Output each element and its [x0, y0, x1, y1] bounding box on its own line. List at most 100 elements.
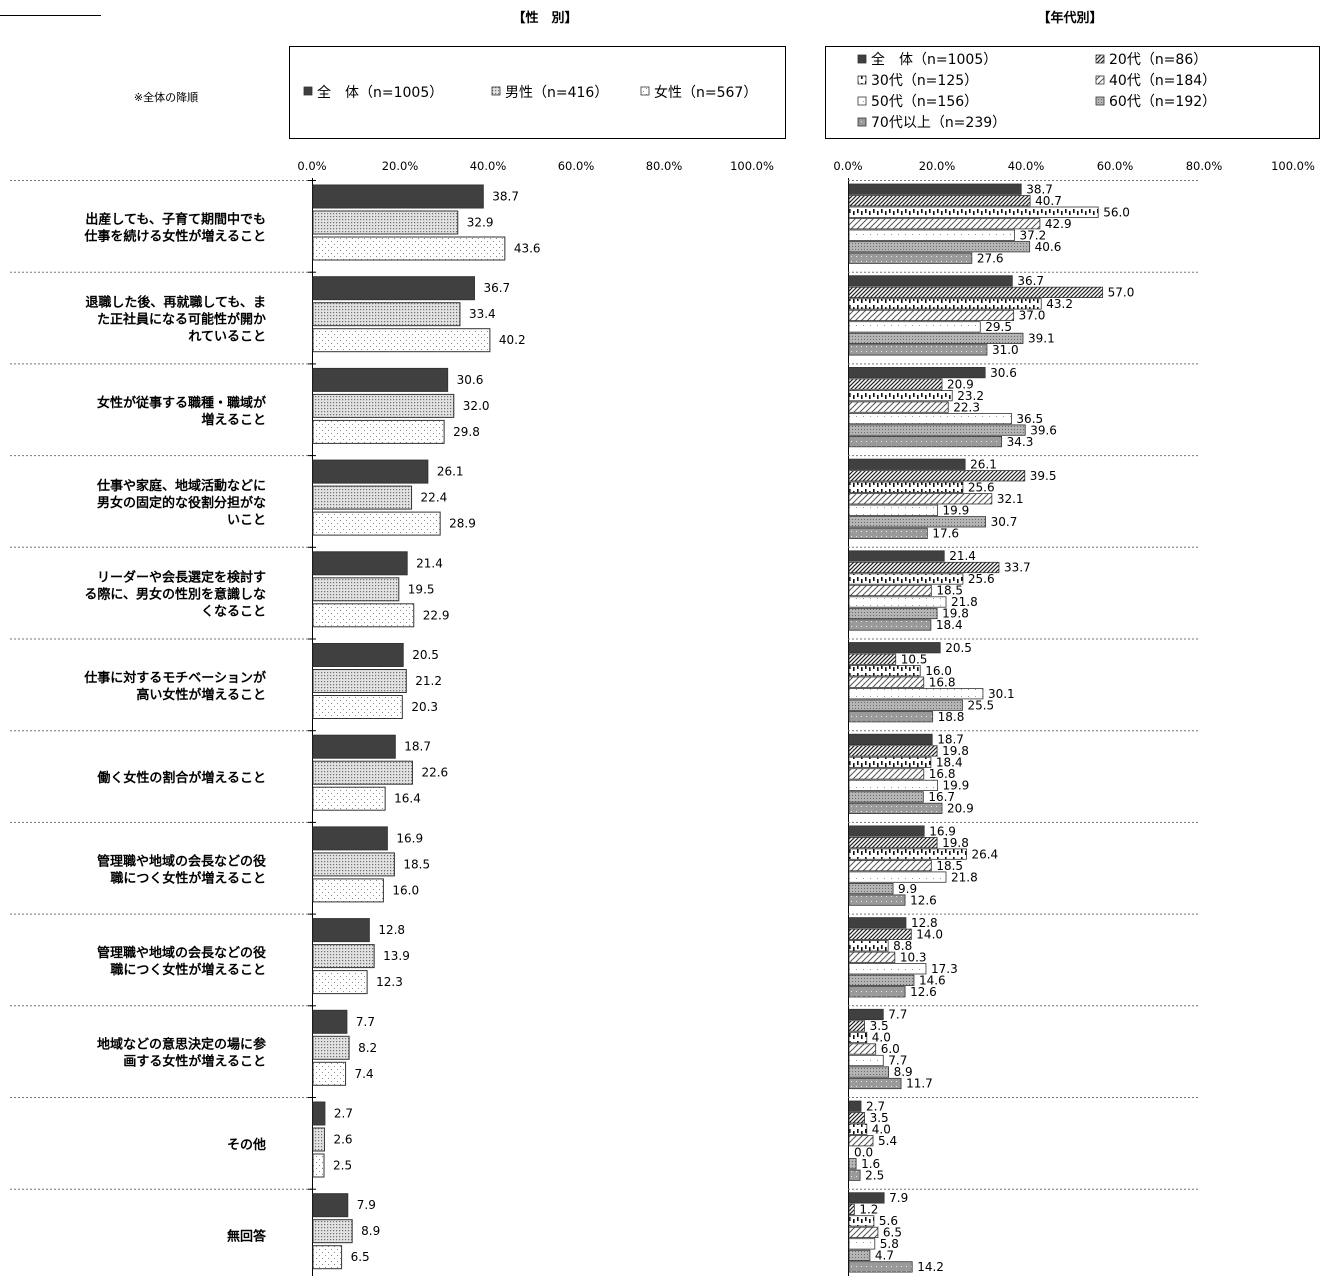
chart-axes: 0.0% 20.0% 40.0% 60.0% 80.0% 100.0% 0.0% 20.0% 4…	[10, 159, 1315, 1276]
gender-bar	[312, 276, 475, 301]
gender-data-label: 12.8	[378, 923, 405, 937]
legend-swatch	[491, 86, 501, 96]
age-bar	[848, 309, 1015, 322]
age-bar	[848, 860, 932, 872]
category-label-line: 男女の固定的な役割分担がな	[97, 495, 266, 511]
legend-entry: 全 体（n=1005）	[871, 51, 997, 68]
age-bar	[848, 241, 1031, 253]
age-data-label: 12.8	[911, 916, 938, 930]
gender-data-label: 22.4	[421, 491, 448, 505]
age-data-label: 21.4	[949, 549, 976, 563]
gender-bar	[312, 786, 386, 811]
age-bar	[848, 1192, 885, 1204]
age-data-label: 19.9	[943, 504, 970, 518]
gender-data-label: 13.9	[383, 949, 410, 963]
age-bar	[848, 481, 964, 493]
gender-bar	[312, 734, 396, 759]
age-data-label: 17.3	[931, 962, 958, 976]
age-tick-label: 20.0%	[919, 159, 956, 173]
category-label: 管理職や地域の会長などの役職につく女性が増えること	[97, 853, 266, 886]
age-data-label: 18.5	[936, 859, 963, 873]
age-data-label: 32.1	[997, 492, 1024, 506]
gender-bar	[312, 367, 449, 392]
age-data-label: 18.4	[936, 756, 963, 770]
age-data-label: 40.7	[1035, 194, 1062, 208]
gender-tick-label: 0.0%	[297, 159, 326, 173]
gender-data-label: 32.0	[463, 399, 490, 413]
age-bar	[848, 699, 963, 711]
age-data-label: 2.7	[866, 1099, 885, 1113]
gender-data-label: 7.7	[356, 1015, 375, 1029]
age-data-label: 17.6	[932, 527, 959, 541]
age-data-label: 1.6	[861, 1157, 880, 1171]
category-label-line: 職につく女性が増えること	[110, 962, 266, 978]
age-bar	[848, 756, 932, 769]
age-bar	[848, 1043, 877, 1055]
age-data-label: 30.6	[990, 366, 1017, 380]
legend-entry: 全 体（n=1005）	[317, 84, 443, 101]
age-data-label: 4.7	[875, 1249, 894, 1263]
age-data-label: 18.8	[938, 710, 965, 724]
age-tick-label: 0.0%	[833, 159, 862, 173]
age-bar	[848, 275, 1013, 287]
gender-data-label: 20.5	[412, 648, 439, 662]
gender-data-label: 28.9	[449, 517, 476, 531]
age-bar	[848, 1066, 890, 1078]
age-data-label: 22.3	[953, 400, 980, 414]
gender-bar	[312, 760, 413, 785]
gender-data-label: 30.6	[457, 373, 484, 387]
age-bar	[848, 791, 924, 803]
legend-swatch	[1095, 96, 1105, 106]
category-label-line: 管理職や地域の会長などの役	[97, 853, 266, 869]
age-bar	[848, 229, 1015, 241]
gender-bar	[312, 669, 407, 693]
age-bar	[848, 286, 1104, 299]
age-bar	[848, 561, 1000, 574]
age-bar	[848, 183, 1022, 195]
category-label: 管理職や地域の会長などの役職につく女性が増えること	[97, 945, 266, 978]
age-data-label: 12.6	[910, 985, 937, 999]
gender-data-label: 21.2	[415, 674, 442, 688]
gender-bar	[312, 551, 408, 576]
age-bar	[848, 1008, 884, 1021]
age-tick-label: 60.0%	[1097, 159, 1134, 173]
age-data-label: 16.9	[929, 824, 956, 838]
gender-bar	[312, 459, 429, 484]
age-data-label: 14.6	[919, 974, 946, 988]
gender-data-label: 16.0	[392, 883, 419, 897]
age-bar	[848, 768, 925, 780]
age-bar	[848, 1169, 861, 1181]
age-bar	[848, 1226, 879, 1238]
gender-data-label: 26.1	[437, 465, 464, 479]
age-data-label: 31.0	[992, 343, 1019, 357]
gender-data-label: 2.6	[333, 1133, 352, 1147]
age-data-label: 56.0	[1103, 205, 1130, 219]
gender-bar	[312, 918, 370, 943]
age-bar	[848, 1203, 855, 1215]
age-data-label: 3.5	[870, 1111, 889, 1125]
age-data-label: 33.7	[1004, 561, 1031, 575]
age-bar	[848, 378, 943, 390]
age-bar	[848, 802, 943, 815]
age-data-label: 25.6	[968, 572, 995, 586]
gender-bar	[312, 328, 491, 353]
gender-data-label: 22.9	[423, 608, 450, 622]
age-data-label: 7.7	[888, 1008, 907, 1022]
age-data-label: 40.6	[1035, 240, 1062, 254]
age-bar	[848, 401, 949, 413]
category-label: 無回答	[227, 1229, 267, 1245]
gender-data-label: 33.4	[469, 307, 496, 321]
gender-bar	[312, 1035, 350, 1060]
age-bar	[848, 218, 1041, 230]
legend-swatch	[303, 86, 313, 96]
age-data-label: 30.7	[991, 515, 1018, 529]
gender-bar	[312, 419, 445, 444]
gender-tick-label: 60.0%	[558, 159, 595, 173]
age-bar	[848, 1249, 871, 1261]
age-data-label: 19.8	[942, 607, 969, 621]
age-data-label: 21.8	[951, 870, 978, 884]
age-data-label: 25.5	[967, 698, 994, 712]
age-bar	[848, 1100, 862, 1112]
category-label-line: くなること	[201, 605, 266, 620]
